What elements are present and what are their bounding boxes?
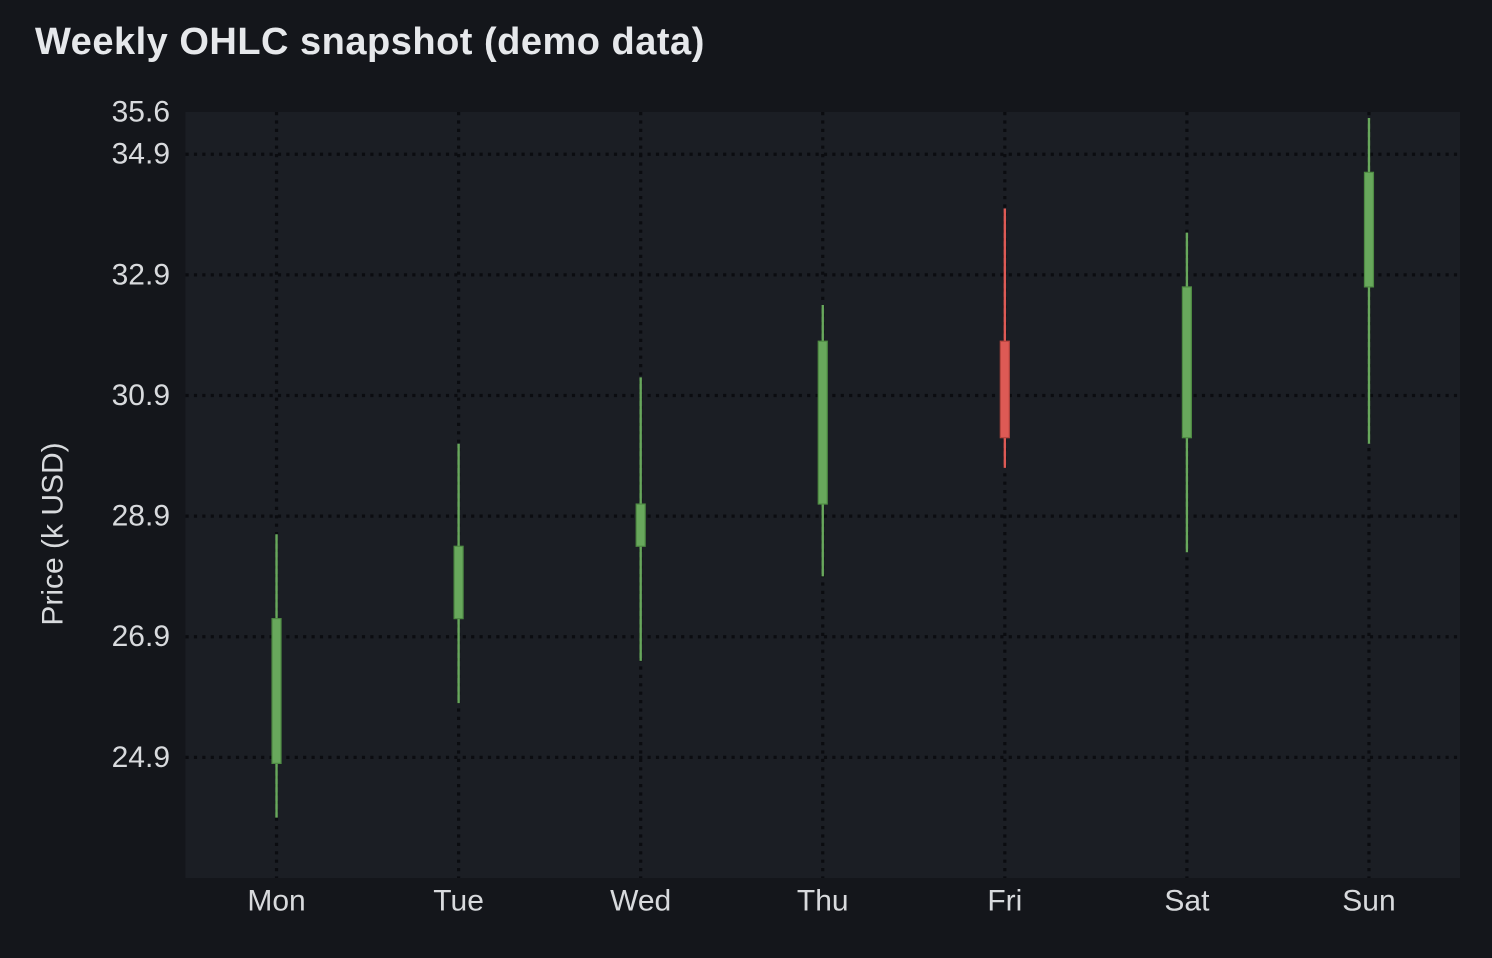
y-tick-label-30.9: 30.9 — [112, 379, 170, 412]
y-tick-label-32.9: 32.9 — [112, 258, 170, 291]
chart-title: Weekly OHLC snapshot (demo data) — [35, 21, 705, 63]
x-tick-label-thu: Thu — [797, 885, 849, 918]
x-tick-label-tue: Tue — [433, 885, 484, 918]
candle-body-fri — [999, 340, 1010, 439]
x-tick-label-wed: Wed — [610, 885, 671, 918]
candle-body-sun — [1363, 171, 1375, 288]
y-tick-label-34.9: 34.9 — [112, 138, 170, 171]
candle-body-wed — [635, 503, 646, 547]
y-tick-label-24.9: 24.9 — [112, 741, 170, 774]
x-tick-label-sun: Sun — [1342, 885, 1395, 918]
candle-body-tue — [453, 545, 464, 620]
candle-body-mon — [271, 618, 282, 765]
candle-body-thu — [817, 340, 828, 505]
y-tick-label-28.9: 28.9 — [112, 500, 170, 533]
x-tick-label-sat: Sat — [1164, 885, 1210, 918]
y-axis-label: Price (k USD) — [37, 442, 70, 625]
candle-body-sat — [1181, 286, 1192, 439]
x-tick-label-fri: Fri — [987, 885, 1022, 918]
y-tick-label-26.9: 26.9 — [112, 620, 170, 653]
y-tick-label-35.6: 35.6 — [112, 96, 170, 129]
x-tick-label-mon: Mon — [247, 885, 305, 918]
